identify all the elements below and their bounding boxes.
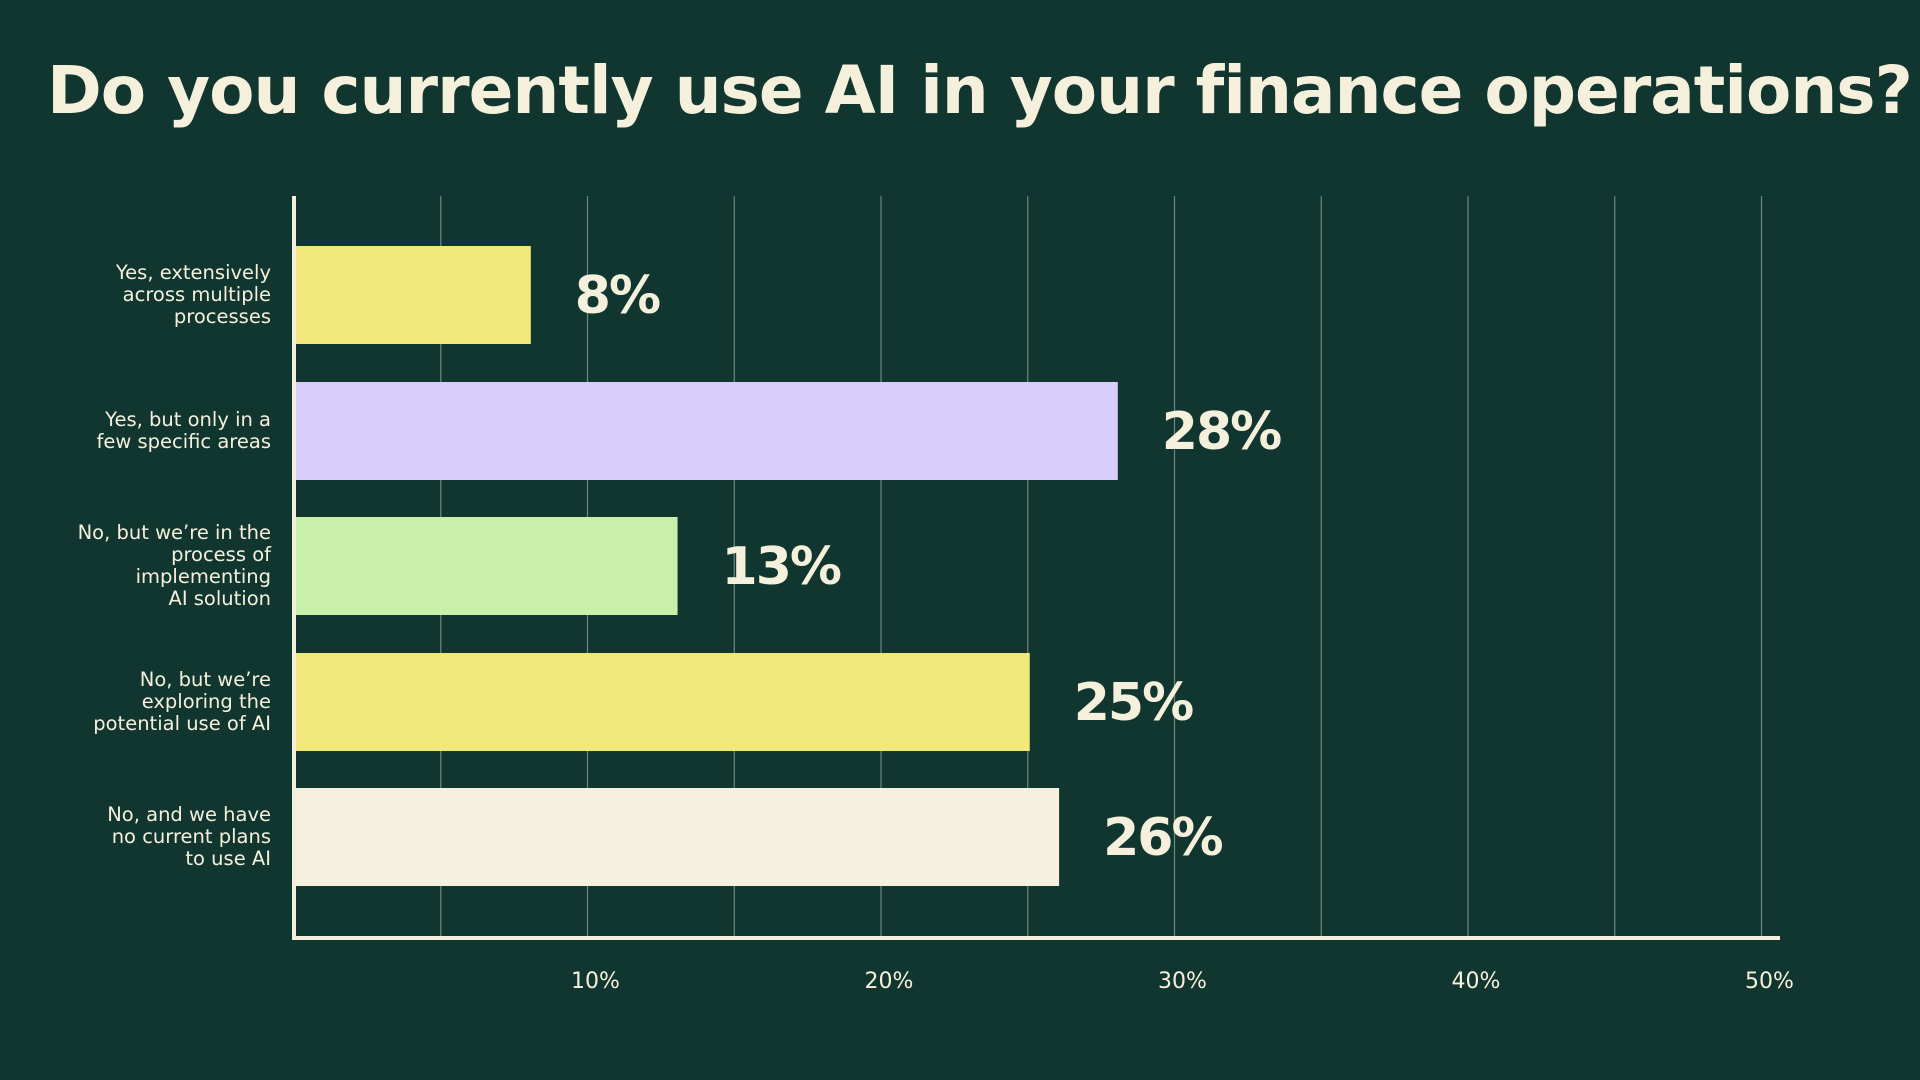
category-label: Yes, but only in a few specific areas [96,408,271,453]
bars [296,246,1118,886]
data-label: 8% [575,266,660,326]
category-label: No, but we’re exploring the potential us… [93,668,271,735]
x-tick-labels: 10% 20% 30% 40% 50% [571,969,1794,994]
category-label: No, but we’re in the process of implemen… [77,521,271,610]
axes [292,196,1780,940]
x-tick-label: 40% [1452,969,1501,994]
bar [296,517,678,615]
bar [296,788,1060,886]
x-tick-label: 10% [571,969,620,994]
data-label: 25% [1074,673,1193,733]
x-tick-label: 30% [1158,969,1207,994]
x-tick-label: 50% [1745,969,1794,994]
data-label: 13% [722,537,841,597]
data-label: 26% [1103,808,1222,868]
bar [296,246,531,344]
chart-title: Do you currently use AI in your finance … [47,52,1913,129]
bar [296,382,1118,480]
x-tick-label: 20% [865,969,914,994]
data-label: 28% [1162,402,1281,462]
category-label: Yes, extensively across multiple process… [115,261,271,328]
bar [296,653,1030,751]
data-labels: 8% 28% 13% 25% 26% [575,266,1283,868]
category-label: No, and we have no current plans to use … [107,803,271,870]
